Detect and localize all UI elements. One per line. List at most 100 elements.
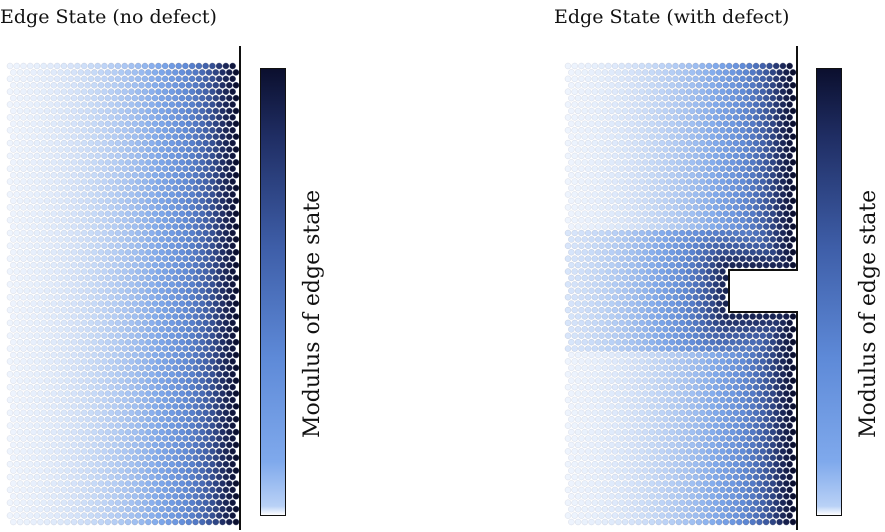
lattice-site [615,236,622,243]
lattice-site [118,107,125,115]
lattice-site [615,133,622,140]
lattice-site [631,383,639,391]
lattice-site [766,255,773,262]
lattice-site [598,165,605,173]
lattice-site [742,261,750,269]
lattice-site [80,75,88,83]
lattice-site [705,114,713,121]
lattice-site [752,101,760,108]
lattice-site [705,293,713,301]
lattice-site [67,152,74,160]
lattice-site [759,114,767,121]
lattice-site [77,133,85,140]
lattice-site [568,428,575,436]
lattice-site [772,512,780,519]
lattice-site [635,313,642,320]
lattice-site [568,82,575,89]
lattice-site [662,171,669,179]
lattice-site [621,377,629,384]
lattice-site [635,415,642,423]
lattice-site [645,101,652,108]
lattice-site [756,184,763,192]
lattice-site [749,261,756,269]
lattice-site [732,422,740,429]
lattice-site [175,62,182,70]
lattice-site [762,428,770,436]
lattice-site [175,126,182,134]
lattice-site [148,152,155,160]
lattice-site [702,351,709,359]
lattice-site [769,236,777,243]
lattice-site [715,133,723,140]
lattice-site [766,383,773,391]
lattice-site [719,281,726,288]
lattice-site [668,159,676,166]
lattice-site [625,448,632,455]
lattice-site [749,133,756,140]
lattice-site [682,338,689,346]
lattice-site [625,383,632,391]
lattice-site [742,467,750,474]
lattice-site [581,120,589,128]
lattice-site [101,139,108,147]
lattice-site [772,473,780,481]
lattice-site [621,441,629,449]
lattice-site [675,403,683,410]
lattice-site [655,248,662,256]
lattice-site [581,287,589,295]
lattice-site [199,146,206,153]
lattice-site [715,415,723,423]
lattice-site [175,88,182,95]
lattice-site [195,139,203,147]
lattice-site [229,114,236,121]
lattice-site [783,351,790,359]
lattice-site [766,216,773,224]
lattice-site [101,152,108,160]
lattice-site [598,422,605,429]
lattice-site [746,204,753,211]
lattice-site [742,351,750,359]
lattice-site [685,306,693,314]
lattice-site [685,126,693,134]
lattice-site [715,197,723,205]
lattice-site [131,133,139,140]
lattice-site [588,107,595,115]
lattice-site [608,197,615,205]
lattice-site [134,126,142,134]
lattice-site [772,345,780,352]
lattice-site [618,473,625,481]
lattice-site [752,358,760,365]
lattice-site [692,204,699,211]
lattice-site [722,505,730,513]
lattice-site [101,75,108,83]
lattice-site [594,313,602,320]
lattice-site [722,454,730,462]
lattice-site [631,126,639,134]
lattice-site [675,351,683,359]
lattice-site [705,62,713,70]
lattice-site [702,377,709,384]
lattice-site [789,133,797,140]
lattice-site [641,518,649,526]
lattice-site [776,441,783,449]
lattice-site [739,499,746,507]
lattice-site [625,306,632,314]
lattice-site [695,326,703,333]
lattice-site [594,480,602,487]
lattice-site [648,248,656,256]
lattice-site [631,409,639,417]
lattice-site [618,229,625,237]
lattice-site [655,313,662,320]
lattice-site [641,82,649,89]
lattice-site [722,287,730,295]
lattice-site [658,486,666,494]
lattice-site [608,274,615,282]
lattice-site [668,364,676,372]
lattice-site [766,165,773,173]
lattice-site [178,107,186,115]
lattice-site [618,191,625,198]
lattice-site [672,396,679,404]
lattice-site [692,332,699,340]
lattice-site [611,191,619,198]
lattice-site [762,351,770,359]
